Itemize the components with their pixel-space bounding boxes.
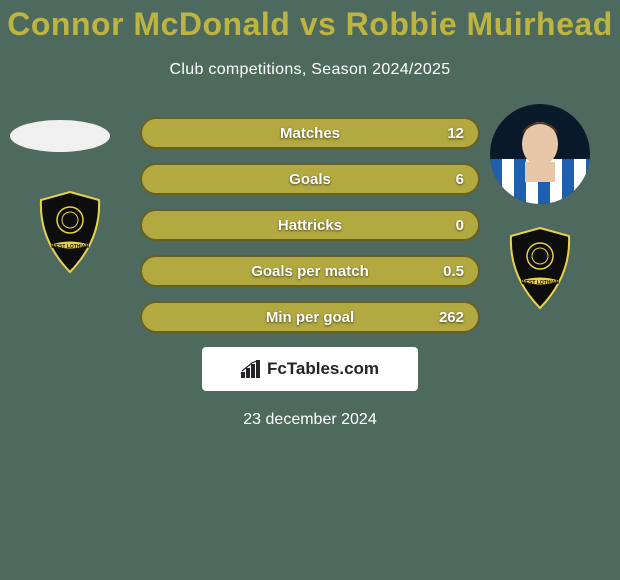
shield-icon: WEST LOTHIAN: [505, 226, 575, 312]
brand-label: FcTables.com: [241, 359, 379, 379]
stat-value: 262: [439, 309, 464, 326]
stat-value: 6: [456, 171, 464, 188]
player1-photo: [10, 120, 110, 152]
stat-row: Matches 12: [140, 117, 480, 149]
shield-icon: WEST LOTHIAN: [35, 190, 105, 276]
svg-text:WEST LOTHIAN: WEST LOTHIAN: [521, 280, 559, 286]
player1-club-badge: WEST LOTHIAN: [20, 178, 120, 288]
brand-text: FcTables.com: [267, 359, 379, 379]
stat-value: 0.5: [443, 263, 464, 280]
stat-value: 12: [447, 125, 464, 142]
stat-row: Goals 6: [140, 163, 480, 195]
stat-label: Min per goal: [266, 309, 354, 326]
stat-label: Goals per match: [251, 263, 369, 280]
player2-club-badge: WEST LOTHIAN: [490, 214, 590, 324]
svg-text:WEST LOTHIAN: WEST LOTHIAN: [51, 244, 89, 250]
bars-icon: [241, 360, 263, 378]
date-label: 23 december 2024: [0, 411, 620, 429]
stat-label: Hattricks: [278, 217, 342, 234]
page-title: Connor McDonald vs Robbie Muirhead: [0, 0, 620, 43]
stat-label: Matches: [280, 125, 340, 142]
player2-photo-svg: [490, 104, 590, 204]
stat-value: 0: [456, 217, 464, 234]
subtitle: Club competitions, Season 2024/2025: [0, 61, 620, 79]
stat-row: Min per goal 262: [140, 301, 480, 333]
stat-label: Goals: [289, 171, 331, 188]
comparison-card: Connor McDonald vs Robbie Muirhead Club …: [0, 0, 620, 580]
player2-photo: [490, 104, 590, 204]
stat-row: Hattricks 0: [140, 209, 480, 241]
brand-box: FcTables.com: [202, 347, 418, 391]
stat-row: Goals per match 0.5: [140, 255, 480, 287]
